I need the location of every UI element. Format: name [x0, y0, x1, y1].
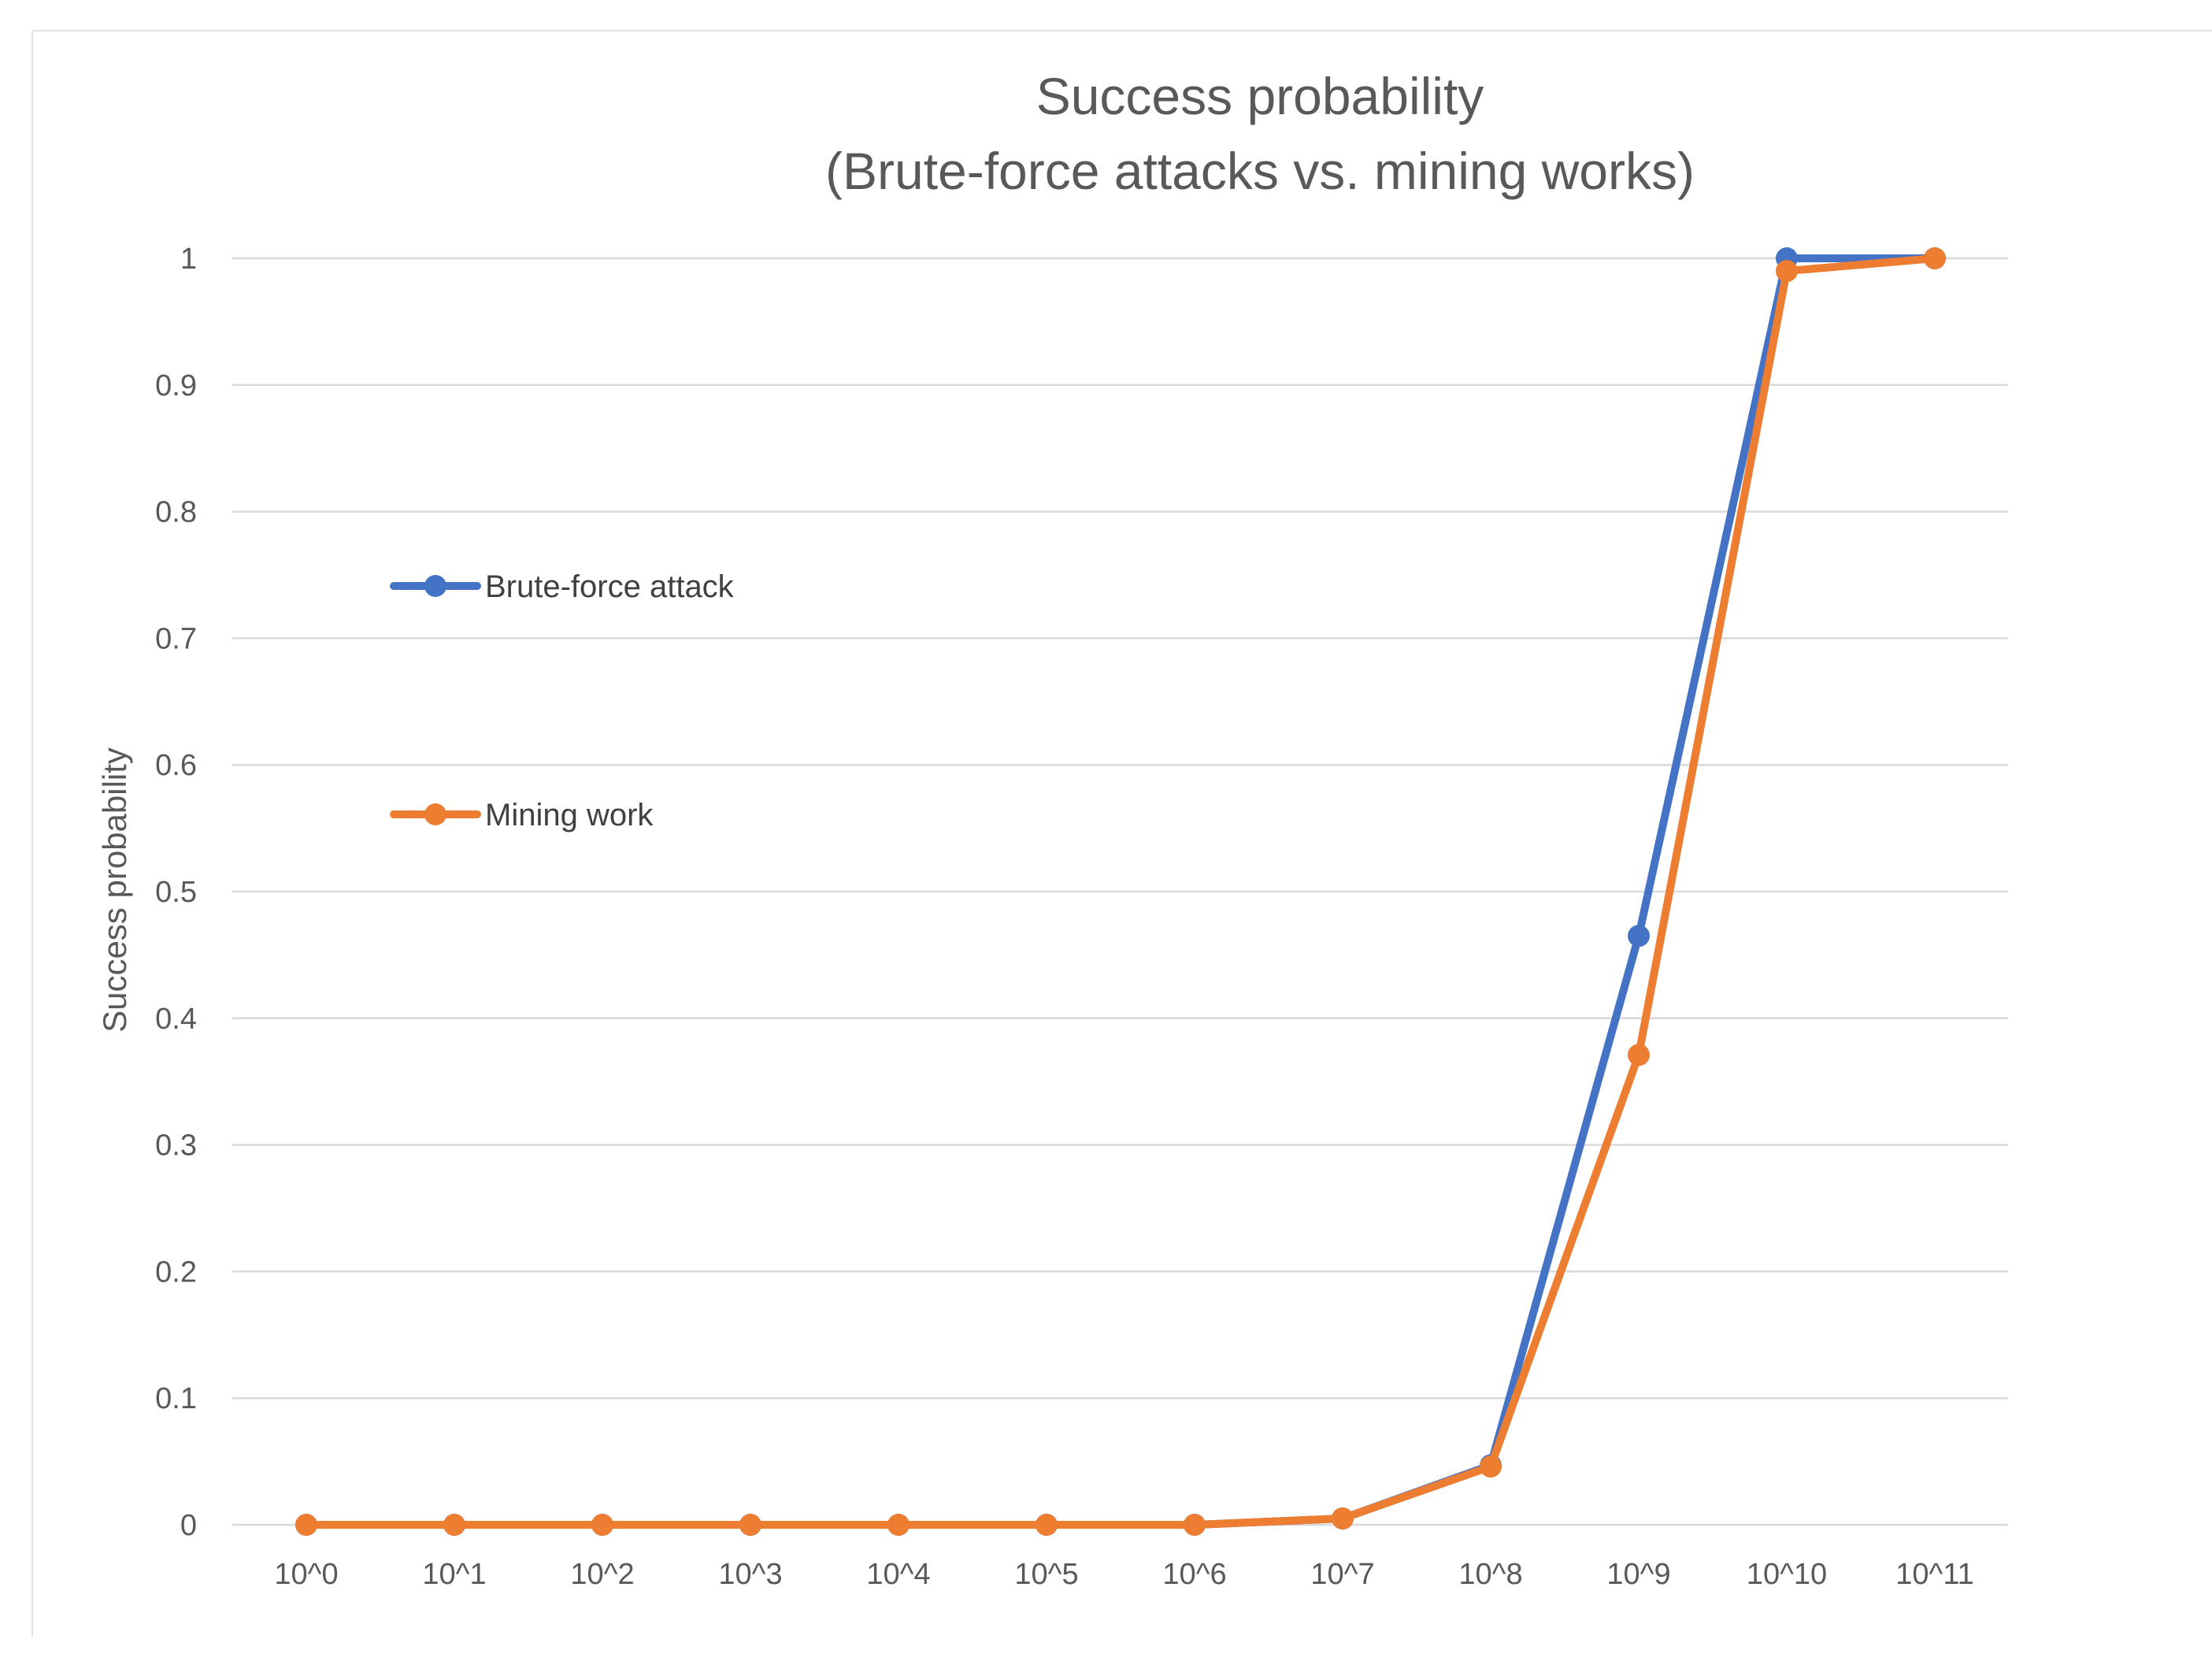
data-point — [1332, 1507, 1354, 1530]
data-point — [1776, 260, 1798, 283]
y-tick-label: 0.7 — [155, 622, 197, 655]
x-tick-label: 10^10 — [1747, 1558, 1827, 1591]
y-tick-label: 0.2 — [155, 1255, 197, 1289]
y-tick-label: 0.5 — [155, 876, 197, 909]
legend: Brute-force attack Mining work — [390, 569, 735, 832]
y-tick-label: 0.3 — [155, 1129, 197, 1163]
x-tick-label: 10^6 — [1162, 1558, 1226, 1591]
x-tick-label: 10^0 — [274, 1558, 338, 1591]
y-tick-label: 0.8 — [155, 496, 197, 529]
legend-swatch-marker — [424, 575, 446, 597]
x-tick-label: 10^9 — [1606, 1558, 1670, 1591]
chart-title-line2: (Brute-force attacks vs. mining works) — [825, 142, 1695, 200]
y-tick-label: 0.9 — [155, 369, 197, 402]
y-tick-label: 0 — [180, 1509, 197, 1542]
x-tick-label: 10^7 — [1310, 1558, 1374, 1591]
series-1 — [295, 247, 1946, 1536]
data-point — [739, 1514, 761, 1536]
data-point — [1480, 1455, 1502, 1478]
x-tick-label: 10^5 — [1014, 1558, 1078, 1591]
legend-label: Mining work — [485, 798, 654, 832]
y-tick-label: 1 — [180, 243, 197, 276]
legend-label: Brute-force attack — [485, 569, 735, 604]
legend-swatch-marker — [424, 803, 446, 825]
x-tick-label: 10^3 — [718, 1558, 782, 1591]
x-tick-label: 10^11 — [1895, 1558, 1974, 1591]
data-point — [887, 1514, 910, 1536]
x-tick-label: 10^4 — [866, 1558, 930, 1591]
data-point — [1628, 1044, 1650, 1066]
x-tick-label: 10^2 — [570, 1558, 634, 1591]
y-tick-labels: 0 0.1 0.2 0.3 0.4 0.5 0.6 0.7 0.8 0.9 1 — [155, 243, 197, 1542]
data-point — [295, 1514, 317, 1536]
series-line — [302, 254, 1939, 1529]
x-tick-label: 10^1 — [422, 1558, 486, 1591]
series — [295, 247, 1946, 1536]
data-point — [1036, 1514, 1058, 1536]
x-tick-label: 10^8 — [1458, 1558, 1522, 1591]
data-point — [1184, 1514, 1206, 1536]
data-point — [443, 1514, 465, 1536]
x-tick-labels: 10^0 10^1 10^2 10^3 10^4 10^5 10^6 10^7 10^8 10^9… — [274, 1558, 1973, 1591]
y-tick-label: 0.4 — [155, 1003, 197, 1036]
legend-item: Mining work — [390, 798, 654, 832]
chart-title-line1: Success probability — [1036, 67, 1484, 125]
chart-frame — [31, 30, 2212, 1637]
data-point — [1924, 247, 1946, 269]
data-point — [591, 1514, 613, 1536]
legend-item: Brute-force attack — [390, 569, 735, 604]
y-tick-label: 0.1 — [155, 1382, 197, 1415]
y-tick-label: 0.6 — [155, 749, 197, 782]
y-axis-label: Success probability — [96, 747, 133, 1033]
data-point — [1628, 925, 1650, 947]
